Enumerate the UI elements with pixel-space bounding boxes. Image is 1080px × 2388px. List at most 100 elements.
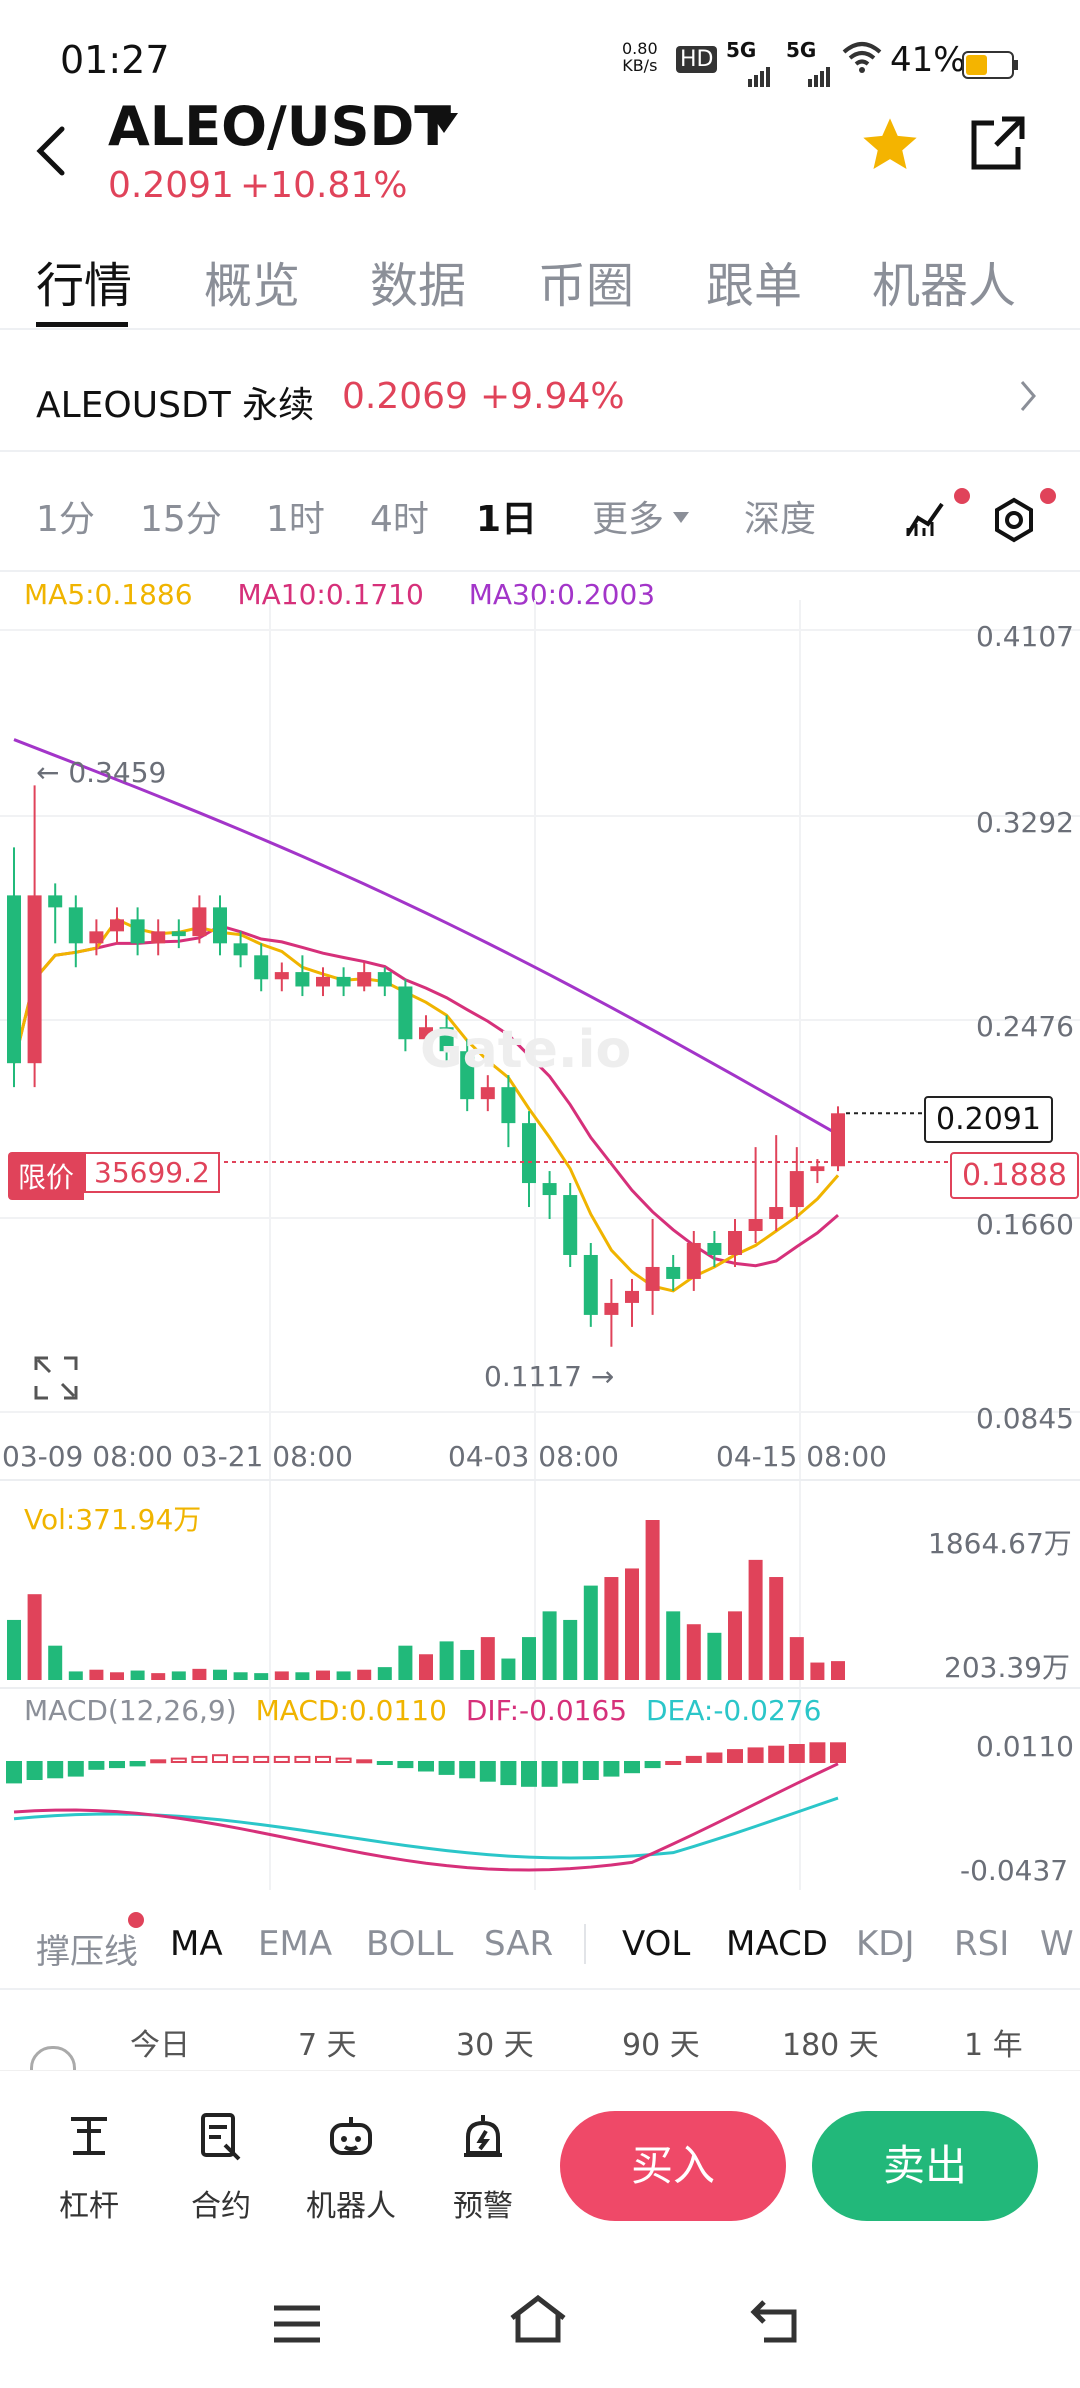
candle-body xyxy=(522,1123,536,1184)
indicator-vol[interactable]: VOL xyxy=(622,1924,691,1964)
ma-legend: MA5:0.1886 MA10:0.1710 MA30:0.2003 xyxy=(24,578,655,611)
macd-histogram-bar xyxy=(624,1761,640,1774)
notification-dot xyxy=(954,488,970,504)
indicator-ma[interactable]: MA xyxy=(170,1924,223,1964)
tab-overview[interactable]: 概览 xyxy=(204,258,301,314)
tf-4h[interactable]: 4时 xyxy=(370,499,429,540)
period-today[interactable]: 今日 xyxy=(130,2028,190,2063)
macd-histogram-bar xyxy=(438,1761,455,1775)
sell-button[interactable]: 卖出 xyxy=(812,2111,1038,2221)
indicator-kdj[interactable]: KDJ xyxy=(856,1924,915,1964)
macd-histogram-bar xyxy=(788,1744,805,1763)
volume-bar xyxy=(666,1611,681,1680)
line-price-tag: 0.1888 xyxy=(950,1152,1079,1199)
date-axis-label: 04-03 08:00 xyxy=(448,1440,619,1473)
candle-body xyxy=(48,895,63,908)
dropdown-icon[interactable] xyxy=(428,109,460,141)
tab-bots[interactable]: 机器人 xyxy=(872,258,1017,314)
contract-icon xyxy=(166,2111,276,2171)
limit-order-label[interactable]: 限价 xyxy=(8,1152,85,1200)
back-nav-icon[interactable] xyxy=(750,2298,800,2348)
indicator-sar[interactable]: SAR xyxy=(484,1924,554,1964)
tool-leverage-label: 杠杆 xyxy=(59,2189,119,2224)
candle-body xyxy=(316,976,330,987)
indicator-rsi[interactable]: RSI xyxy=(954,1924,1010,1964)
volume-bar xyxy=(769,1577,784,1680)
candlestick-chart[interactable]: 0.4107 0.3292 0.2476 0.1660 0.0845 ← 0.3… xyxy=(0,600,1080,1900)
candle-body xyxy=(357,972,372,987)
macd-histogram-bar xyxy=(376,1761,393,1765)
chart-tools-icon[interactable] xyxy=(902,494,950,546)
macd-histogram-bar xyxy=(562,1761,579,1784)
tf-more[interactable]: 更多 xyxy=(592,499,665,540)
pair-title[interactable]: ALEO/USDT xyxy=(108,95,452,158)
volume-bar xyxy=(707,1632,722,1680)
volume-bar xyxy=(233,1672,248,1680)
chevron-right-icon xyxy=(1018,378,1038,418)
indicator-row: 撑压线 MA EMA BOLL SAR VOL MACD KDJ RSI W xyxy=(0,1900,1080,1990)
period-90d[interactable]: 90 天 xyxy=(622,2028,700,2063)
tab-data[interactable]: 数据 xyxy=(370,258,467,314)
volume-bar xyxy=(151,1673,166,1680)
back-icon[interactable] xyxy=(30,121,70,185)
limit-order-value[interactable]: 35699.2 xyxy=(84,1152,220,1193)
settings-icon[interactable] xyxy=(990,496,1038,548)
perpetual-contract-row[interactable]: ALEOUSDT 永续 0.2069 +9.94% xyxy=(0,332,1080,452)
share-icon[interactable] xyxy=(968,113,1028,177)
candle-body xyxy=(501,1087,516,1124)
alarm-icon xyxy=(428,2111,538,2171)
candle-body xyxy=(295,972,310,987)
tab-copy-trading[interactable]: 跟单 xyxy=(706,258,803,314)
volume-bar xyxy=(645,1520,660,1680)
macd-histogram-bar xyxy=(418,1761,434,1772)
macd-histogram-bar xyxy=(170,1757,187,1763)
macd-histogram-bar xyxy=(212,1754,228,1763)
volume-bar xyxy=(7,1619,21,1680)
tf-15m[interactable]: 15分 xyxy=(140,499,222,540)
tf-depth[interactable]: 深度 xyxy=(744,499,817,540)
candle-body xyxy=(542,1183,557,1196)
indicator-support-resistance[interactable]: 撑压线 xyxy=(36,1932,138,1972)
candle-body xyxy=(686,1242,701,1279)
period-1y[interactable]: 1 年 xyxy=(964,2028,1023,2063)
tool-leverage[interactable]: 杠杆 xyxy=(34,2111,144,2225)
volume-bar xyxy=(254,1673,269,1680)
tf-1h[interactable]: 1时 xyxy=(266,499,325,540)
leverage-icon xyxy=(34,2111,144,2171)
indicator-w[interactable]: W xyxy=(1040,1924,1074,1964)
signal-5g-icon: 5G xyxy=(726,38,757,62)
candle-body xyxy=(151,931,166,944)
buy-button[interactable]: 买入 xyxy=(560,2111,786,2221)
candle-body xyxy=(728,1231,742,1255)
period-7d[interactable]: 7 天 xyxy=(298,2028,357,2063)
tab-circle[interactable]: 币圈 xyxy=(538,258,635,314)
tf-1m[interactable]: 1分 xyxy=(36,499,95,540)
signal-bars-icon xyxy=(726,56,774,96)
indicator-macd[interactable]: MACD xyxy=(726,1924,828,1964)
menu-icon[interactable] xyxy=(272,2304,322,2348)
macd-histogram-bar xyxy=(644,1761,661,1769)
indicator-ema[interactable]: EMA xyxy=(258,1924,333,1964)
price-axis-label: 0.1660 xyxy=(976,1208,1074,1241)
home-icon[interactable] xyxy=(508,2294,568,2348)
macd-histogram-bar xyxy=(273,1755,290,1764)
favorite-star-icon[interactable] xyxy=(858,113,922,181)
tool-alert[interactable]: 预警 xyxy=(428,2111,538,2225)
volume-bar xyxy=(171,1671,186,1680)
period-30d[interactable]: 30 天 xyxy=(456,2028,534,2063)
more-dropdown-icon xyxy=(672,510,690,529)
period-180d[interactable]: 180 天 xyxy=(782,2028,879,2063)
candle-body xyxy=(789,1171,804,1208)
indicator-boll[interactable]: BOLL xyxy=(366,1924,454,1964)
tab-market[interactable]: 行情 xyxy=(36,258,133,314)
fullscreen-icon[interactable] xyxy=(34,1356,78,1404)
candle-body xyxy=(831,1113,845,1167)
tool-bots[interactable]: 机器人 xyxy=(296,2111,406,2225)
candle-body xyxy=(192,907,207,937)
macd-histogram-bar xyxy=(459,1761,476,1779)
indicator-separator xyxy=(584,1924,586,1964)
tool-contract[interactable]: 合约 xyxy=(166,2111,276,2225)
tf-1d[interactable]: 1日 xyxy=(476,499,538,540)
macd-histogram-bar xyxy=(603,1761,620,1777)
volume-bar xyxy=(522,1637,536,1680)
